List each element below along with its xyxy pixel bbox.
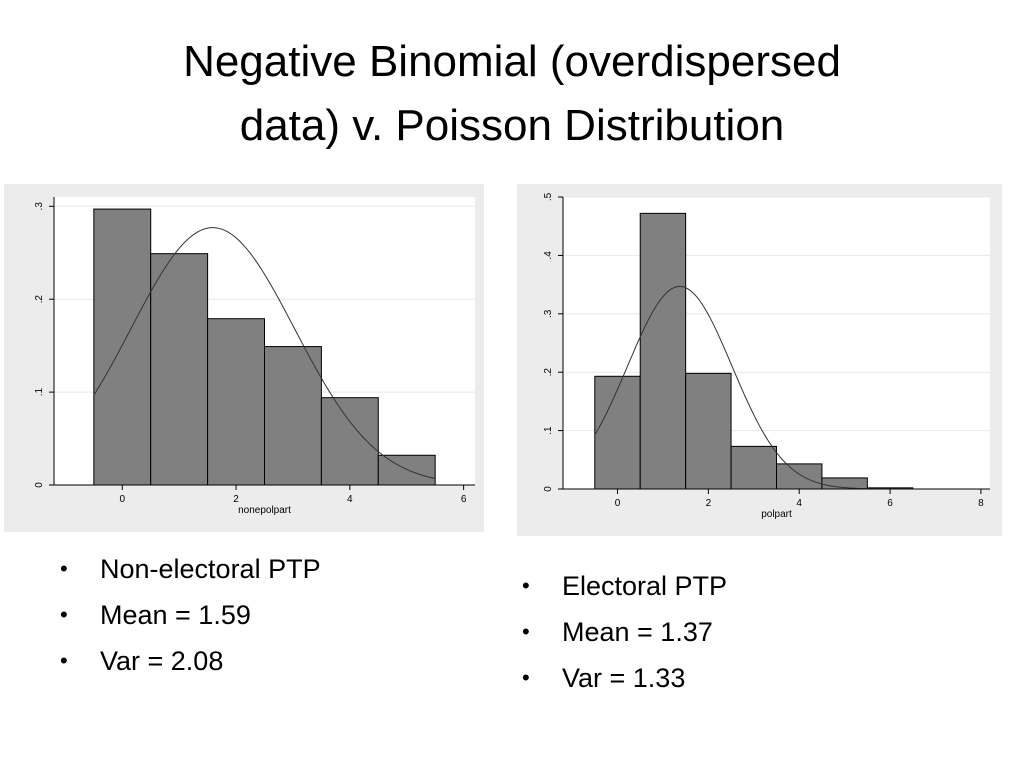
right-bullet-item: Electoral PTP: [522, 563, 727, 609]
slide-title: Negative Binomial (overdispersed data) v…: [0, 30, 1024, 158]
left-histogram: 0 .1 .2 .3 0 2 4 6 nonepolpart: [34, 197, 475, 516]
y-tick-label: 0: [543, 486, 554, 492]
x-axis-label: polpart: [761, 509, 792, 520]
histogram-bar: [207, 318, 265, 486]
x-tick-label: 0: [119, 494, 125, 505]
right-bullet-item: Mean = 1.37: [522, 609, 727, 655]
y-tick-label: .3: [543, 309, 554, 318]
right-bullet-list: Electoral PTP Mean = 1.37 Var = 1.33: [522, 563, 727, 701]
x-axis-label: nonepolpart: [238, 505, 291, 516]
density-curve: [594, 285, 913, 490]
right-bullet-item: Var = 1.33: [522, 655, 727, 701]
histogram-bar: [685, 372, 732, 490]
slide-title-line-1: Negative Binomial (overdispersed: [183, 37, 841, 86]
right-histogram-panel: 0 .1 .2 .3 .4 .5 0 2 4 6 8 polpart: [517, 184, 1002, 536]
y-tick-label: .2: [543, 368, 554, 377]
left-bullet-item: Mean = 1.59: [60, 592, 321, 638]
x-tick-label: 6: [887, 498, 893, 509]
x-tick-label: 4: [796, 498, 802, 509]
histogram-bar: [776, 463, 823, 490]
density-curve: [93, 227, 436, 480]
histogram-bar: [639, 212, 687, 490]
x-tick-label: 8: [978, 498, 984, 509]
y-tick-label: 0: [34, 482, 45, 488]
histogram-bar: [594, 375, 641, 490]
left-bullet-list: Non-electoral PTP Mean = 1.59 Var = 2.08: [60, 546, 321, 684]
left-bullet-item: Non-electoral PTP: [60, 546, 321, 592]
x-tick-label: 6: [461, 494, 467, 505]
histogram-bar: [93, 208, 152, 486]
left-histogram-panel: 0 .1 .2 .3 0 2 4 6 nonepolpart: [4, 184, 484, 532]
histogram-bar: [150, 253, 209, 486]
x-tick-label: 4: [347, 494, 353, 505]
y-tick-label: .1: [34, 387, 45, 396]
right-histogram: 0 .1 .2 .3 .4 .5 0 2 4 6 8 polpart: [543, 192, 990, 520]
slide-title-line-2: data) v. Poisson Distribution: [239, 101, 785, 150]
x-tick-label: 2: [706, 498, 712, 509]
x-tick-label: 2: [233, 494, 239, 505]
x-tick-label: 0: [615, 498, 621, 509]
histogram-bar: [264, 346, 322, 486]
histogram-bar: [377, 454, 436, 486]
left-bullet-item: Var = 2.08: [60, 638, 321, 684]
histogram-bar: [730, 445, 777, 490]
y-tick-label: .4: [543, 251, 554, 260]
y-tick-label: .2: [34, 295, 45, 304]
y-tick-label: .1: [543, 426, 554, 435]
y-tick-label: .3: [34, 202, 45, 211]
histogram-bar: [320, 397, 379, 486]
y-tick-label: .5: [543, 192, 554, 201]
